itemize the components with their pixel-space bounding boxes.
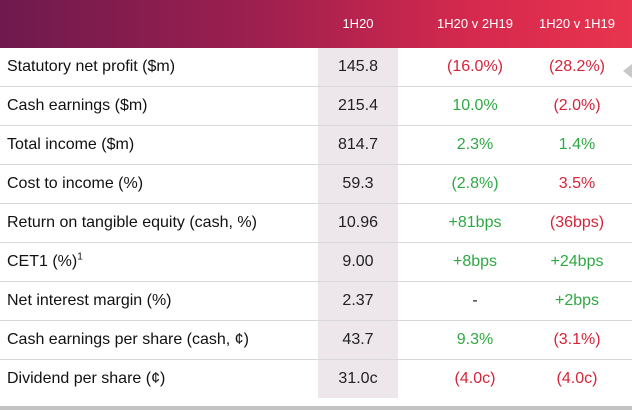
value-1h20: 215.4 [318, 87, 398, 125]
value-vs-2h19: +8bps [452, 253, 498, 270]
row-label: Dividend per share (¢) [7, 370, 166, 387]
value-vs-2h19: 10.0% [452, 97, 498, 114]
table-row: Dividend per share (¢) 31.0c (4.0c) (4.0… [0, 360, 632, 399]
value-vs-1h19: (28.2%) [548, 58, 606, 75]
value-1h20: 9.00 [318, 243, 398, 281]
table-row: CET1 (%)1 9.00 +8bps +24bps [0, 243, 632, 282]
footnote-marker: 1 [77, 251, 83, 263]
table-row: Cost to income (%) 59.3 (2.8%) 3.5% [0, 165, 632, 204]
value-vs-1h19: +24bps [550, 253, 604, 270]
value-vs-1h19: (4.0c) [556, 370, 598, 387]
value-1h20: 43.7 [318, 321, 398, 359]
value-vs-2h19: (2.8%) [451, 175, 499, 192]
table-row: Statutory net profit ($m) 145.8 (16.0%) … [0, 48, 632, 87]
value-1h20: 31.0c [318, 360, 398, 398]
row-label: Cash earnings per share (cash, ¢) [7, 331, 249, 348]
value-1h20: 145.8 [318, 48, 398, 86]
value-vs-2h19: +81bps [448, 214, 502, 231]
row-label: Cost to income (%) [7, 175, 144, 192]
value-vs-1h19: +2bps [554, 292, 600, 309]
value-1h20: 2.37 [318, 282, 398, 320]
header-1h20: 1H20 [342, 16, 374, 31]
row-label-with-footnote: CET1 (%)1 [7, 243, 83, 281]
row-label: Cash earnings ($m) [7, 97, 148, 114]
row-label: Statutory net profit ($m) [7, 58, 176, 75]
value-vs-2h19: 9.3% [456, 331, 494, 348]
table-row: Cash earnings ($m) 215.4 10.0% (2.0%) [0, 87, 632, 126]
row-label: Total income ($m) [7, 136, 135, 153]
value-1h20: 814.7 [318, 126, 398, 164]
row-label: Return on tangible equity (cash, %) [7, 214, 257, 231]
table-row: Return on tangible equity (cash, %) 10.9… [0, 204, 632, 243]
table-row: Total income ($m) 814.7 2.3% 1.4% [0, 126, 632, 165]
header-1h20-v-2h19: 1H20 v 2H19 [437, 16, 513, 31]
header-1h20-v-1h19: 1H20 v 1H19 [539, 16, 615, 31]
slide-pointer-icon [623, 64, 632, 78]
value-vs-2h19: - [472, 292, 478, 309]
value-vs-2h19: (16.0%) [446, 58, 504, 75]
row-label: CET1 (%) [7, 253, 78, 270]
value-vs-1h19: (2.0%) [553, 97, 601, 114]
value-vs-1h19: 1.4% [558, 136, 596, 153]
value-vs-1h19: 3.5% [558, 175, 596, 192]
bottom-divider [0, 406, 632, 410]
value-vs-1h19: (36bps) [549, 214, 605, 231]
row-label: Net interest margin (%) [7, 292, 172, 309]
value-1h20: 10.96 [318, 204, 398, 242]
value-1h20: 59.3 [318, 165, 398, 203]
value-vs-2h19: 2.3% [456, 136, 494, 153]
table-header: 1H20 1H20 v 2H19 1H20 v 1H19 [0, 0, 632, 48]
table-row: Cash earnings per share (cash, ¢) 43.7 9… [0, 321, 632, 360]
value-vs-2h19: (4.0c) [454, 370, 496, 387]
table-row: Net interest margin (%) 2.37 - +2bps [0, 282, 632, 321]
value-vs-1h19: (3.1%) [553, 331, 601, 348]
